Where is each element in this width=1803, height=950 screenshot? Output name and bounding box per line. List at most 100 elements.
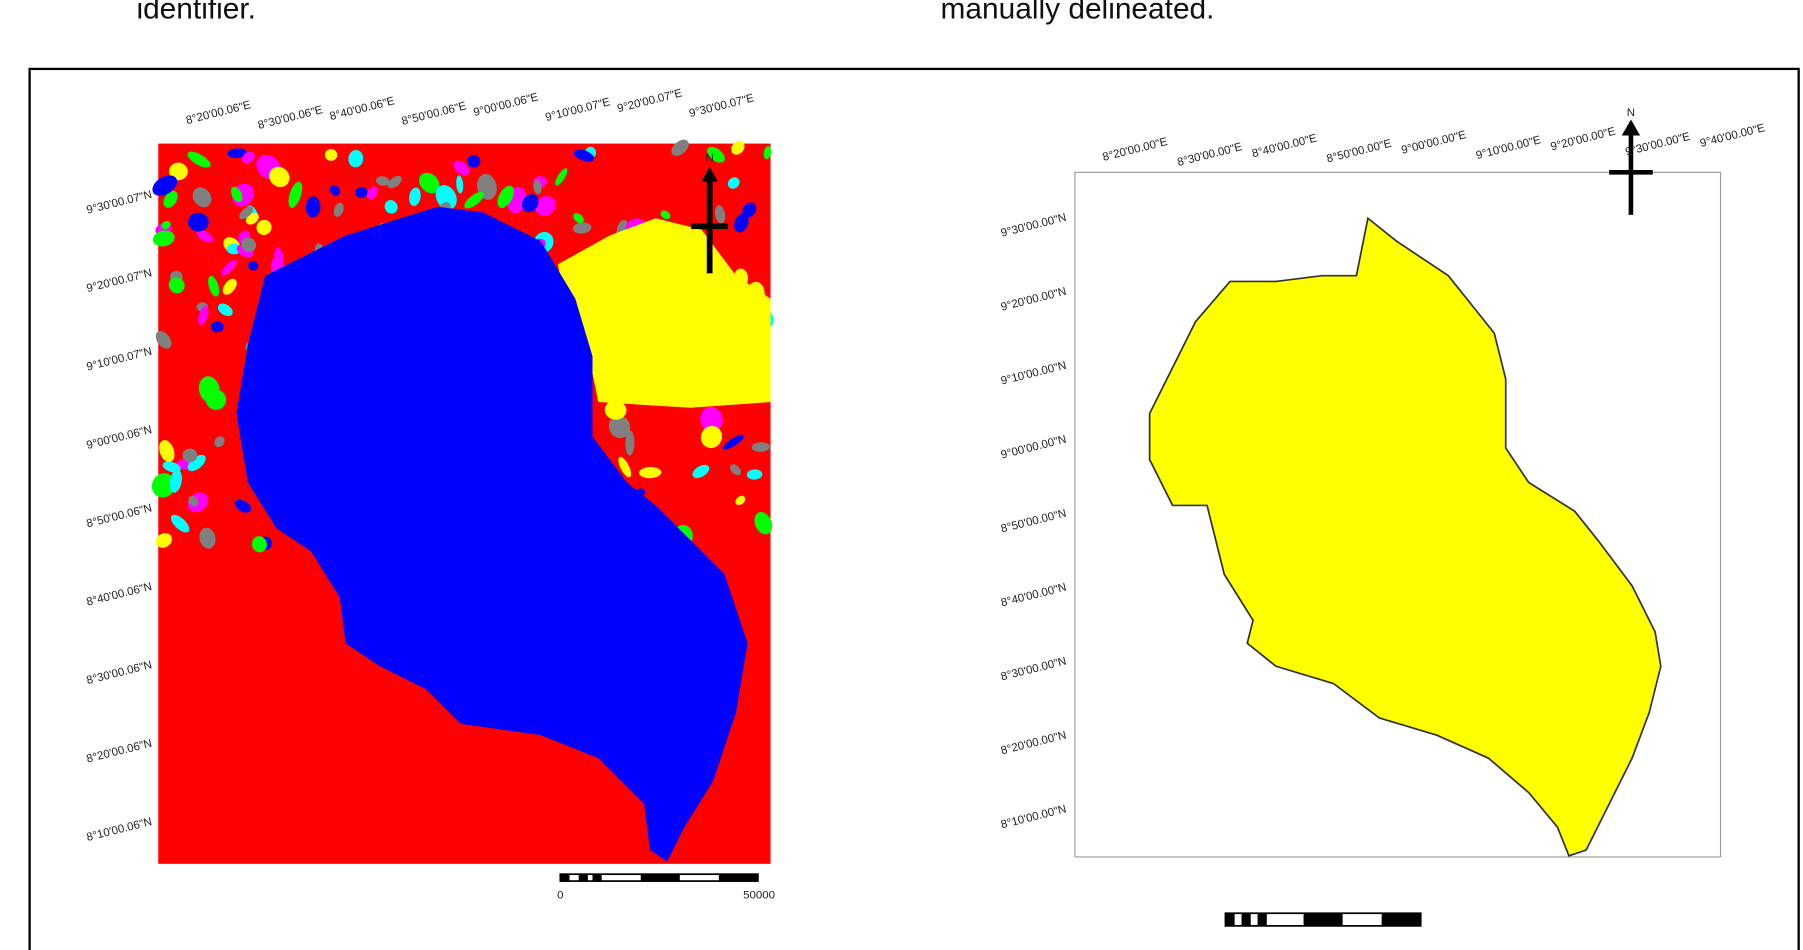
patch (152, 175, 178, 196)
longitude-label: 8°30'00.00"E (1176, 141, 1244, 169)
patch (639, 466, 662, 479)
longitude-label: 9°10'00.00"E (1475, 134, 1543, 162)
latitude-label: 8°30'00.00"N (1000, 656, 1068, 684)
patch (333, 202, 344, 217)
longitude-label: 9°00'00.00"E (1400, 129, 1468, 157)
patch (464, 191, 484, 209)
patch (187, 454, 206, 472)
patch (288, 181, 303, 208)
patch (714, 205, 726, 224)
patch (222, 278, 237, 295)
right-map: N 8°20'00.00"E 8°30'00.00"E 8°40'00.00"E 8°… (1000, 107, 1767, 927)
patch (305, 196, 321, 218)
patch (692, 464, 710, 479)
patch (409, 187, 421, 207)
longitude-label: 8°20'00.06"E (185, 99, 253, 127)
latitude-label: 9°10'00.00"N (1000, 360, 1068, 388)
patch (214, 436, 225, 448)
patch (227, 148, 247, 159)
patch (700, 425, 723, 449)
patch (727, 177, 740, 189)
patch (707, 146, 725, 163)
patch (251, 536, 267, 553)
latitude-label: 8°40'00.06"N (85, 581, 153, 609)
patch (163, 190, 178, 208)
figure-frame (28, 67, 1800, 950)
patch (625, 430, 635, 456)
patch (324, 148, 338, 161)
patch (168, 277, 185, 294)
latitude-label: 8°10'00.00"N (1000, 803, 1068, 831)
patch (366, 186, 379, 200)
patch (604, 400, 627, 420)
longitude-label: 8°50'00.06"E (400, 100, 468, 128)
patch (188, 495, 199, 507)
longitude-label: 8°40'00.00"E (1251, 133, 1319, 161)
patch (188, 212, 209, 232)
latitude-label: 9°30'00.00"N (1000, 212, 1068, 240)
patch (533, 179, 542, 195)
patch (152, 230, 175, 247)
patch (234, 499, 252, 513)
latitude-label: 9°30'00.07"N (85, 189, 153, 217)
patch (456, 175, 464, 194)
latitude-label: 9°00'00.00"N (1000, 434, 1068, 462)
patch (376, 176, 390, 186)
patch (497, 185, 514, 209)
patch (274, 247, 285, 273)
north-arrow-head (701, 166, 718, 182)
patch (467, 154, 481, 168)
patch (241, 237, 256, 253)
patch (572, 222, 592, 234)
patch (534, 196, 556, 216)
patch (168, 162, 188, 181)
patch (170, 514, 190, 533)
longitude-label: 9°20'00.07"E (616, 87, 684, 115)
patch (230, 186, 243, 203)
patch (660, 210, 671, 220)
latitude-label: 9°20'00.00"N (1000, 286, 1068, 314)
patch (199, 527, 216, 549)
patch (196, 229, 214, 243)
latitude-label: 8°20'00.00"N (1000, 729, 1068, 757)
patch (348, 150, 364, 168)
patch (700, 406, 723, 433)
scale-bar (1224, 912, 1422, 927)
patch (387, 175, 402, 189)
longitude-label: 9°00'00.06"E (472, 91, 540, 119)
latitude-label: 9°20'00.07"N (85, 267, 153, 295)
latitude-label: 8°40'00.00"N (1000, 582, 1068, 610)
patch (555, 168, 568, 186)
latitude-label: 8°50'00.00"N (1000, 508, 1068, 536)
patch (182, 448, 198, 463)
longitude-label: 9°10'00.07"E (544, 96, 612, 124)
scale-label: 0 (557, 889, 563, 901)
patch (187, 151, 211, 168)
patch (329, 185, 341, 196)
longitude-label: 8°50'00.00"E (1326, 138, 1394, 166)
patch (435, 185, 457, 210)
latitude-label: 8°30'00.06"N (85, 659, 153, 687)
longitude-label: 9°40'00.00"E (1699, 122, 1767, 150)
latitude-label: 8°50'00.06"N (85, 502, 153, 530)
patch (155, 533, 173, 548)
patch (198, 305, 209, 326)
caption-fragment: manually delineated. (941, 0, 1215, 25)
patch (723, 434, 745, 450)
patch (384, 200, 398, 214)
yellow-basin (558, 218, 771, 408)
patch (742, 202, 757, 218)
caption-fragment: identifier. (136, 0, 256, 25)
longitude-label: 9°20'00.00"E (1550, 126, 1618, 154)
patch (735, 495, 746, 506)
patch (419, 172, 440, 194)
left-map: N 0 50000 8°20'00.06"E 8°30'00.06"E 8°40'0… (85, 87, 775, 901)
patch (169, 469, 183, 493)
patch (355, 186, 368, 198)
north-label: N (1627, 107, 1635, 119)
patch (731, 140, 745, 155)
patch (730, 464, 741, 476)
patch (159, 440, 175, 463)
patch (763, 146, 772, 160)
